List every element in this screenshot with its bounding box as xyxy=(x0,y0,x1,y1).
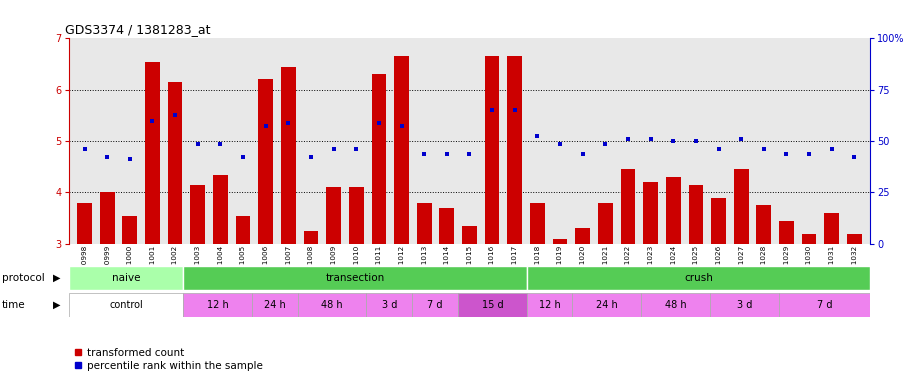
Bar xyxy=(168,82,182,244)
Bar xyxy=(527,293,572,317)
Bar xyxy=(802,233,816,244)
Bar xyxy=(366,293,412,317)
Bar xyxy=(440,208,454,244)
Text: 24 h: 24 h xyxy=(596,300,617,310)
Bar xyxy=(575,228,590,244)
Bar xyxy=(77,203,92,244)
Text: 48 h: 48 h xyxy=(665,300,686,310)
Text: 7 d: 7 d xyxy=(817,300,832,310)
Bar xyxy=(643,182,658,244)
Bar xyxy=(689,185,703,244)
Bar xyxy=(235,215,250,244)
Text: GDS3374 / 1381283_at: GDS3374 / 1381283_at xyxy=(65,23,210,36)
Text: ▶: ▶ xyxy=(53,300,60,310)
Bar xyxy=(530,203,545,244)
Text: transection: transection xyxy=(325,273,385,283)
Bar xyxy=(123,215,137,244)
Bar xyxy=(412,293,458,317)
Bar xyxy=(213,174,228,244)
Bar xyxy=(779,293,870,317)
Bar xyxy=(281,67,296,244)
Bar xyxy=(252,293,298,317)
Text: ▶: ▶ xyxy=(53,273,60,283)
Bar xyxy=(100,192,114,244)
Bar xyxy=(666,177,681,244)
Bar xyxy=(183,266,527,290)
Bar xyxy=(711,198,725,244)
Bar xyxy=(349,187,364,244)
Text: 48 h: 48 h xyxy=(322,300,343,310)
Text: 3 d: 3 d xyxy=(736,300,752,310)
Bar xyxy=(552,239,567,244)
Bar xyxy=(641,293,710,317)
Legend: transformed count, percentile rank within the sample: transformed count, percentile rank withi… xyxy=(74,348,263,371)
Bar xyxy=(507,56,522,244)
Text: protocol: protocol xyxy=(2,273,45,283)
Bar xyxy=(69,293,183,317)
Bar xyxy=(757,205,771,244)
Bar xyxy=(145,61,159,244)
Bar xyxy=(462,226,477,244)
Bar xyxy=(824,213,839,244)
Bar xyxy=(620,169,636,244)
Bar xyxy=(183,293,252,317)
Text: crush: crush xyxy=(684,273,713,283)
Text: 12 h: 12 h xyxy=(539,300,561,310)
Bar xyxy=(527,266,870,290)
Text: naive: naive xyxy=(112,273,140,283)
Bar xyxy=(734,169,748,244)
Text: 12 h: 12 h xyxy=(207,300,228,310)
Bar xyxy=(303,231,319,244)
Text: time: time xyxy=(2,300,26,310)
Bar xyxy=(191,185,205,244)
Text: 24 h: 24 h xyxy=(264,300,286,310)
Bar xyxy=(326,187,341,244)
Bar xyxy=(458,293,527,317)
Bar xyxy=(485,56,499,244)
Text: 7 d: 7 d xyxy=(428,300,442,310)
Bar xyxy=(710,293,779,317)
Bar xyxy=(572,293,641,317)
Bar xyxy=(372,74,387,244)
Bar xyxy=(780,221,794,244)
Bar xyxy=(69,266,183,290)
Bar xyxy=(598,203,613,244)
Bar xyxy=(417,203,431,244)
Text: 15 d: 15 d xyxy=(482,300,503,310)
Bar xyxy=(298,293,366,317)
Bar xyxy=(258,79,273,244)
Bar xyxy=(847,233,862,244)
Text: 3 d: 3 d xyxy=(382,300,397,310)
Bar xyxy=(394,56,409,244)
Text: control: control xyxy=(109,300,143,310)
